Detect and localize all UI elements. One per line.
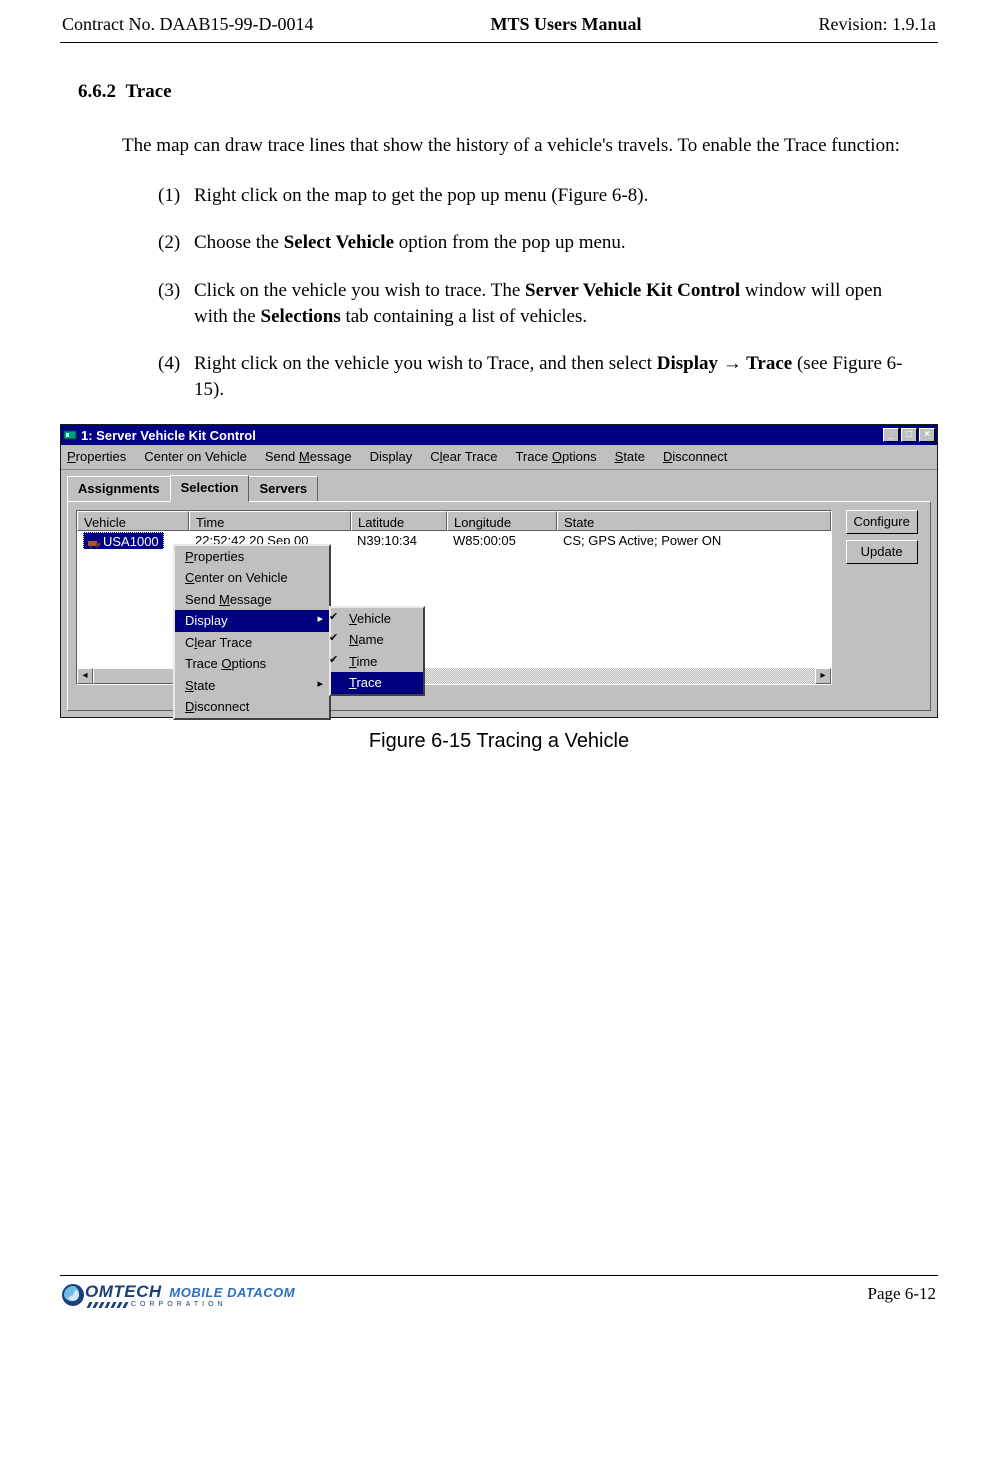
context-menu[interactable]: Properties Center on Vehicle Send Messag… [173, 544, 331, 720]
tab-selection[interactable]: Selection [170, 475, 250, 502]
logo-omtech-text: OMTECH [85, 1282, 162, 1301]
vehicle-icon [88, 536, 100, 546]
display-submenu[interactable]: Vehicle Name Time Trace [329, 606, 425, 696]
col-time[interactable]: Time [189, 511, 351, 531]
figure-caption: Figure 6-15 Tracing a Vehicle [60, 728, 938, 755]
intro-paragraph: The map can draw trace lines that show t… [122, 133, 928, 159]
ctx-disconnect[interactable]: Disconnect [175, 696, 329, 718]
configure-button[interactable]: Configure [846, 510, 918, 534]
scroll-right-button[interactable]: ▸ [815, 668, 831, 684]
step-2: (2) Choose the Select Vehicle option fro… [158, 230, 918, 256]
menu-disconnect[interactable]: Disconnect [663, 448, 727, 466]
logo-corporation-text: CORPORATION [131, 1301, 227, 1308]
header-center: MTS Users Manual [490, 12, 641, 36]
ctx-state[interactable]: State [175, 675, 329, 697]
page-footer: OMTECH MOBILE DATACOM CORPORATION Page 6… [60, 1282, 938, 1308]
scroll-left-button[interactable]: ◂ [77, 668, 93, 684]
ctx-display[interactable]: Display [175, 610, 329, 632]
step-text: Right click on the vehicle you wish to T… [194, 351, 918, 402]
ctx-trace-options[interactable]: Trace Options [175, 653, 329, 675]
step-number: (2) [158, 230, 194, 256]
step-text: Right click on the map to get the pop up… [194, 183, 648, 209]
menu-display[interactable]: Display [370, 448, 413, 466]
cell-lat: N39:10:34 [351, 531, 447, 549]
ctx-properties[interactable]: Properties [175, 546, 329, 568]
step-text: Click on the vehicle you wish to trace. … [194, 278, 918, 329]
col-longitude[interactable]: Longitude [447, 511, 557, 531]
submenu-vehicle[interactable]: Vehicle [331, 608, 423, 630]
minimize-button[interactable]: _ [883, 428, 899, 442]
menubar[interactable]: Properties Center on Vehicle Send Messag… [61, 445, 937, 470]
menu-send-message[interactable]: Send Message [265, 448, 352, 466]
cell-lon: W85:00:05 [447, 531, 557, 549]
ctx-center[interactable]: Center on Vehicle [175, 567, 329, 589]
section-heading: 6.6.2 Trace [78, 79, 938, 105]
step-1: (1) Right click on the map to get the po… [158, 183, 918, 209]
step-number: (3) [158, 278, 194, 329]
vehicle-listview[interactable]: Vehicle Time Latitude Longitude State US… [76, 510, 832, 685]
step-4: (4) Right click on the vehicle you wish … [158, 351, 918, 402]
listview-header: Vehicle Time Latitude Longitude State [77, 511, 831, 531]
logo-bars-icon [87, 1302, 130, 1308]
ctx-clear-trace[interactable]: Clear Trace [175, 632, 329, 654]
close-button[interactable]: × [919, 428, 935, 442]
header-rule [60, 42, 938, 43]
submenu-time[interactable]: Time [331, 651, 423, 673]
step-number: (1) [158, 183, 194, 209]
col-vehicle[interactable]: Vehicle [77, 511, 189, 531]
titlebar[interactable]: 1: Server Vehicle Kit Control _ □ × [61, 425, 937, 445]
submenu-name[interactable]: Name [331, 629, 423, 651]
header-right: Revision: 1.9.1a [818, 12, 936, 36]
col-state[interactable]: State [557, 511, 831, 531]
tab-servers[interactable]: Servers [248, 476, 318, 502]
section-title: Trace [126, 81, 172, 102]
maximize-button[interactable]: □ [901, 428, 917, 442]
menu-trace-options[interactable]: Trace Options [515, 448, 596, 466]
page-number: Page 6-12 [868, 1283, 936, 1306]
menu-properties[interactable]: Properties [67, 448, 126, 466]
update-button[interactable]: Update [846, 540, 918, 564]
menu-state[interactable]: State [615, 448, 645, 466]
step-text: Choose the Select Vehicle option from th… [194, 230, 626, 256]
header-left: Contract No. DAAB15-99-D-0014 [62, 12, 313, 36]
tabs: Assignments Selection Servers [61, 470, 937, 501]
selection-panel: Vehicle Time Latitude Longitude State US… [67, 501, 931, 711]
server-vehicle-kit-window: 1: Server Vehicle Kit Control _ □ × Prop… [60, 424, 938, 717]
window-title: 1: Server Vehicle Kit Control [81, 427, 883, 445]
step-number: (4) [158, 351, 194, 402]
window-icon [63, 428, 77, 442]
col-latitude[interactable]: Latitude [351, 511, 447, 531]
submenu-trace[interactable]: Trace [331, 672, 423, 694]
cell-state: CS; GPS Active; Power ON [557, 531, 831, 549]
tab-assignments[interactable]: Assignments [67, 476, 171, 502]
section-number: 6.6.2 [78, 81, 116, 102]
logo-mobiledatacom-text: MOBILE DATACOM [169, 1285, 295, 1300]
step-3: (3) Click on the vehicle you wish to tra… [158, 278, 918, 329]
logo-globe-icon [62, 1284, 84, 1306]
menu-clear-trace[interactable]: Clear Trace [430, 448, 497, 466]
page-header: Contract No. DAAB15-99-D-0014 MTS Users … [60, 12, 938, 40]
ctx-send-message[interactable]: Send Message [175, 589, 329, 611]
menu-center[interactable]: Center on Vehicle [144, 448, 247, 466]
footer-rule [60, 1275, 938, 1276]
company-logo: OMTECH MOBILE DATACOM CORPORATION [62, 1282, 295, 1308]
cell-vehicle-text: USA1000 [103, 533, 159, 549]
